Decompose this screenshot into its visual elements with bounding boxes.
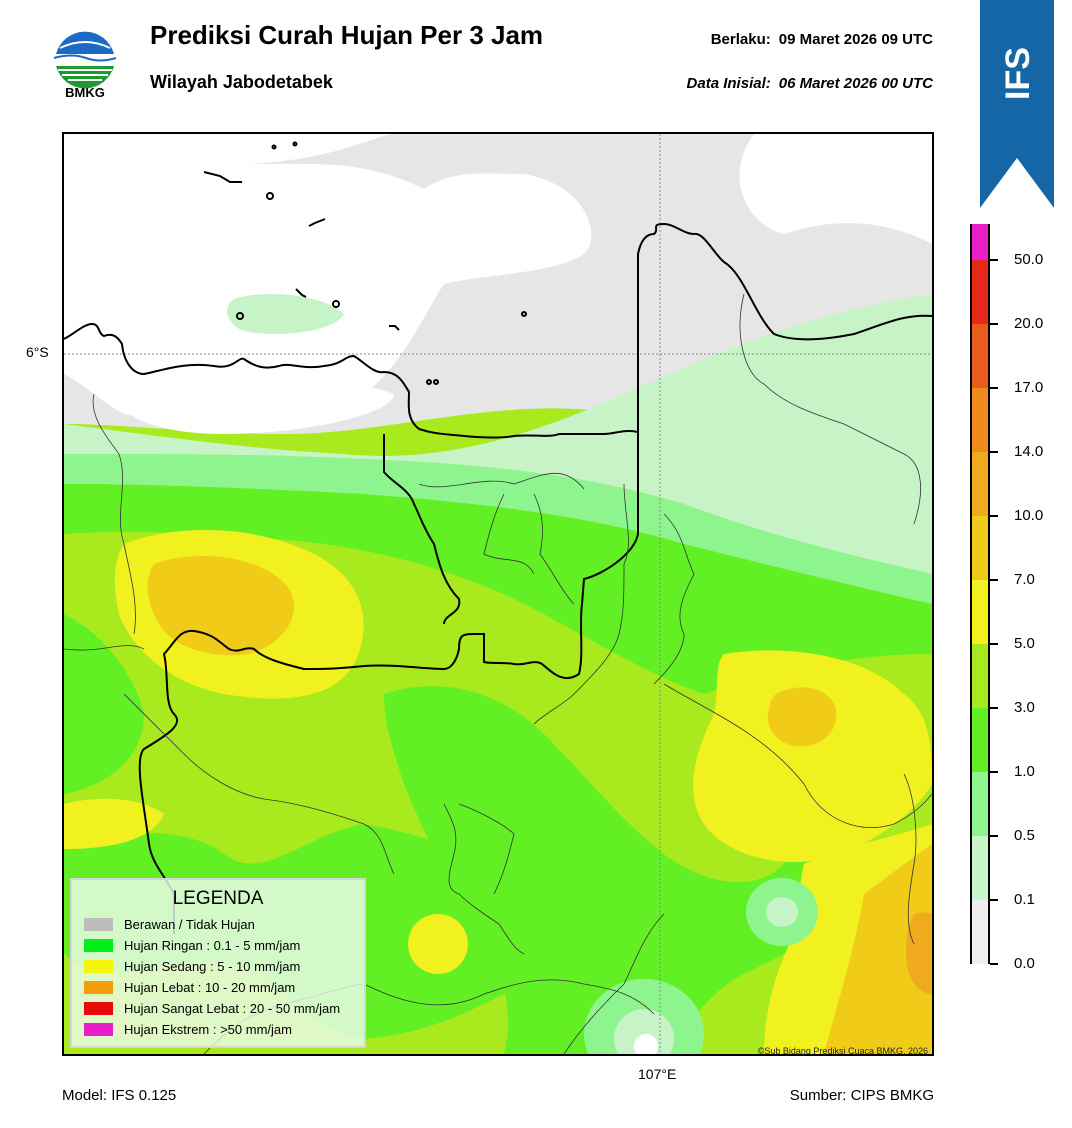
legend-box: LEGENDA Berawan / Tidak Hujan Hujan Ring… <box>70 878 366 1048</box>
init-label: Data Inisial: <box>686 75 771 92</box>
legend-item-label: Hujan Sangat Lebat : 20 - 50 mm/jam <box>124 1000 341 1016</box>
legend-swatch <box>84 938 113 952</box>
latitude-label: 6°S <box>26 344 49 360</box>
logo-text: BMKG <box>65 85 105 100</box>
colorbar-tick <box>990 323 998 325</box>
colorbar-tick <box>990 835 998 837</box>
colorbar-segment <box>972 708 988 772</box>
colorbar-label: 3.0 <box>1014 699 1035 716</box>
colorbar-label: 10.0 <box>1014 507 1044 524</box>
colorbar-segment <box>972 388 988 452</box>
colorbar-label: 0.0 <box>1014 955 1035 972</box>
colorbar-label: 1.0 <box>1014 763 1035 780</box>
legend-item-label: Hujan Ekstrem : >50 mm/jam <box>124 1021 292 1037</box>
colorbar-tick <box>990 259 998 261</box>
rainfall-map: ©Sub Bidang Prediksi Cuaca BMKG, 2026 LE… <box>62 132 934 1056</box>
bmkg-logo <box>53 30 117 92</box>
colorbar-label: 0.5 <box>1014 827 1035 844</box>
colorbar-segment <box>972 516 988 580</box>
colorbar-label: 5.0 <box>1014 635 1035 652</box>
legend-item-label: Hujan Sedang : 5 - 10 mm/jam <box>124 958 301 974</box>
colorbar-tick <box>990 771 998 773</box>
legend-item-label: Berawan / Tidak Hujan <box>124 916 255 932</box>
colorbar-tick <box>990 707 998 709</box>
colorbar-tick <box>990 451 998 453</box>
init-value: 06 Maret 2026 00 UTC <box>778 75 933 92</box>
province-boundary <box>138 432 639 934</box>
legend-swatch <box>84 917 113 931</box>
colorbar-label: 20.0 <box>1014 315 1044 332</box>
legend-item: Hujan Lebat : 10 - 20 mm/jam <box>84 977 295 997</box>
copyright: ©Sub Bidang Prediksi Cuaca BMKG, 2026 <box>757 1046 928 1056</box>
valid-label: Berlaku: <box>710 31 771 48</box>
province-boundary-2 <box>383 434 461 625</box>
legend-item: Hujan Ekstrem : >50 mm/jam <box>84 1019 292 1039</box>
legend-title: LEGENDA <box>172 888 264 909</box>
colorbar-segment <box>972 224 988 260</box>
colorbar-tick <box>990 643 998 645</box>
colorbar-tick <box>990 899 998 901</box>
legend-item-label: Hujan Lebat : 10 - 20 mm/jam <box>124 979 296 995</box>
legend-swatch <box>84 959 113 973</box>
legend-item: Hujan Sangat Lebat : 20 - 50 mm/jam <box>84 998 340 1018</box>
valid-time-row: Berlaku: 09 Maret 2026 09 UTC <box>711 31 933 48</box>
page-subtitle: Wilayah Jabodetabek <box>150 72 333 92</box>
island-outlines <box>203 141 527 385</box>
colorbar-tick <box>990 515 998 517</box>
legend-swatch <box>84 1022 113 1036</box>
ifs-banner: IFS <box>980 0 1054 208</box>
colorbar-tick <box>990 579 998 581</box>
valid-value: 09 Maret 2026 09 UTC <box>778 31 933 48</box>
colorbar-segment <box>972 452 988 516</box>
colorbar-segment <box>972 836 988 900</box>
legend-swatch <box>84 980 113 994</box>
init-time-row: Data Inisial: 06 Maret 2026 00 UTC <box>687 75 933 92</box>
longitude-label: 107°E <box>638 1066 677 1082</box>
page-title: Prediksi Curah Hujan Per 3 Jam <box>150 20 544 50</box>
colorbar <box>970 224 990 964</box>
coastline <box>64 222 932 439</box>
colorbar-segment <box>972 324 988 388</box>
colorbar-segment <box>972 772 988 836</box>
legend-item: Hujan Sedang : 5 - 10 mm/jam <box>84 956 300 976</box>
colorbar-segment <box>972 580 988 644</box>
colorbar-label: 14.0 <box>1014 443 1044 460</box>
colorbar-tick <box>990 963 998 965</box>
legend-item: Berawan / Tidak Hujan <box>84 914 255 934</box>
colorbar-tick <box>990 387 998 389</box>
colorbar-segment <box>972 900 988 964</box>
colorbar-segment <box>972 260 988 324</box>
legend-item: Hujan Ringan : 0.1 - 5 mm/jam <box>84 935 300 955</box>
colorbar-label: 7.0 <box>1014 571 1035 588</box>
ifs-banner-text: IFS <box>999 47 1037 100</box>
colorbar-segment <box>972 644 988 708</box>
legend-swatch <box>84 1001 113 1015</box>
source-label: Sumber: CIPS BMKG <box>789 1087 934 1104</box>
colorbar-label: 0.1 <box>1014 891 1035 908</box>
colorbar-label: 17.0 <box>1014 379 1044 396</box>
colorbar-label: 50.0 <box>1014 251 1044 268</box>
legend-item-label: Hujan Ringan : 0.1 - 5 mm/jam <box>124 937 301 953</box>
model-label: Model: IFS 0.125 <box>62 1087 177 1104</box>
rainfall-map-svg <box>64 134 932 1054</box>
